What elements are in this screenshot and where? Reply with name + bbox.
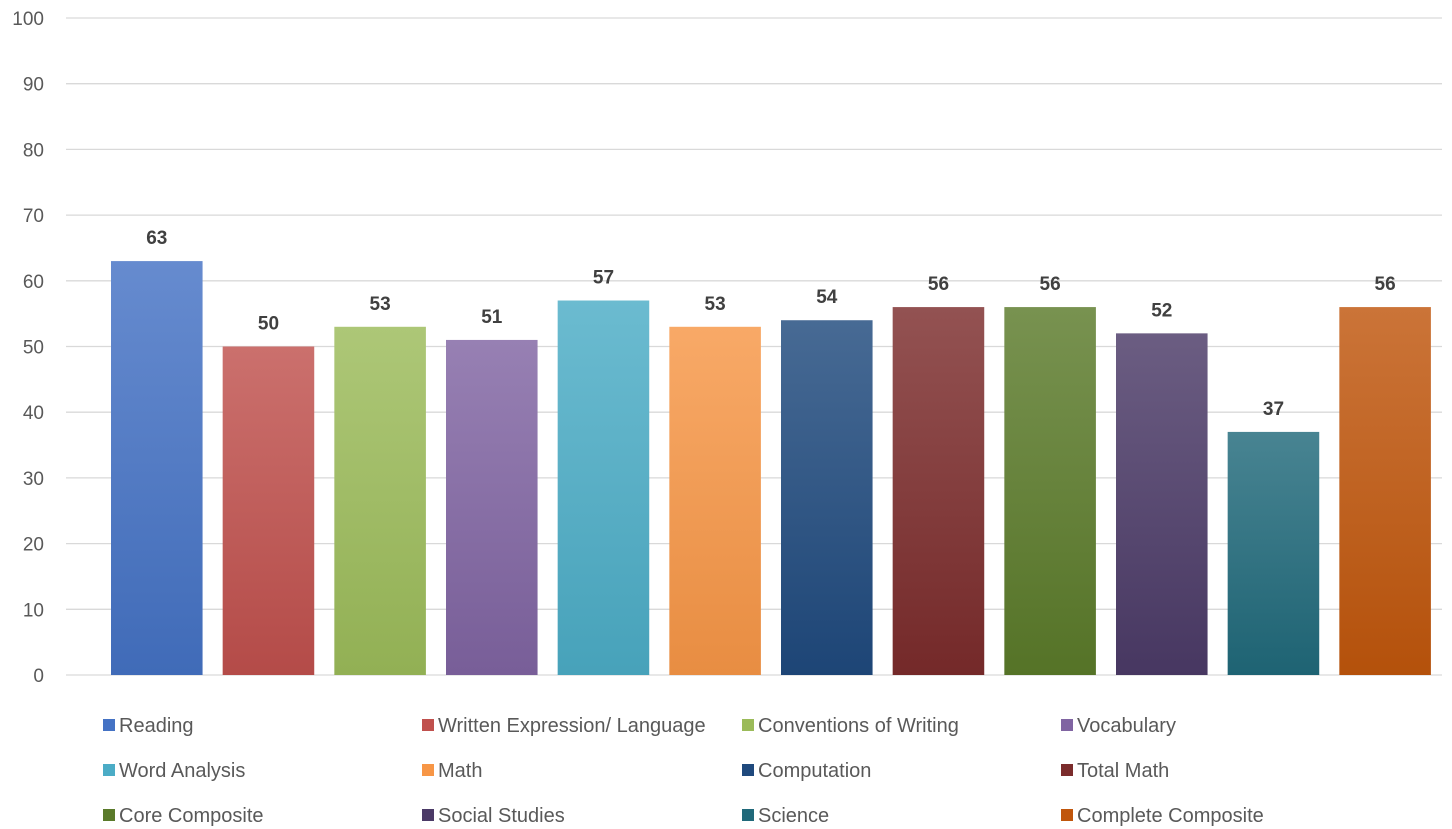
legend-item-vocabulary: Vocabulary xyxy=(1061,715,1176,737)
legend-item-conventions-of-writing: Conventions of Writing xyxy=(742,715,959,737)
data-label: 63 xyxy=(146,228,167,249)
data-label: 52 xyxy=(1151,300,1172,321)
y-tick-label: 0 xyxy=(33,666,44,687)
y-tick-label: 50 xyxy=(23,338,44,359)
legend-swatch xyxy=(422,719,434,731)
bar-social-studies xyxy=(1116,333,1208,675)
data-labels: 63 50 53 51 57 53 54 56 56 52 37 56 xyxy=(146,228,1395,420)
data-label: 56 xyxy=(1040,274,1061,295)
legend-swatch xyxy=(103,764,115,776)
bar-written-expression-language xyxy=(222,346,315,675)
data-label: 50 xyxy=(258,314,279,335)
y-tick-label: 20 xyxy=(23,535,44,556)
bar-total-math xyxy=(892,307,985,675)
legend-label: Vocabulary xyxy=(1077,715,1176,737)
legend-swatch xyxy=(742,809,754,821)
bar-word-analysis xyxy=(557,300,650,675)
y-tick-label: 80 xyxy=(23,140,44,161)
legend-item-complete-composite: Complete Composite xyxy=(1061,805,1264,827)
y-tick-label: 30 xyxy=(23,469,44,490)
legend-swatch xyxy=(422,809,434,821)
legend-label: Social Studies xyxy=(438,805,565,827)
legend-swatch xyxy=(422,764,434,776)
data-label: 54 xyxy=(816,287,838,308)
bar-math xyxy=(669,326,761,675)
bar-conventions-of-writing xyxy=(334,326,426,675)
bar-reading xyxy=(111,261,203,675)
legend-swatch xyxy=(1061,719,1073,731)
legend-item-word-analysis: Word Analysis xyxy=(103,760,245,782)
legend: Reading Written Expression/ Language Conve… xyxy=(103,715,1264,827)
legend-swatch xyxy=(1061,809,1073,821)
y-tick-label: 10 xyxy=(23,600,44,621)
y-tick-label: 70 xyxy=(23,206,44,227)
legend-label: Total Math xyxy=(1077,760,1169,782)
legend-swatch xyxy=(103,719,115,731)
data-label: 53 xyxy=(370,294,391,315)
legend-label: Conventions of Writing xyxy=(758,715,959,737)
bar-vocabulary xyxy=(446,339,538,675)
bar-core-composite xyxy=(1004,307,1096,675)
legend-label: Computation xyxy=(758,760,871,782)
legend-item-core-composite: Core Composite xyxy=(103,805,264,827)
data-label: 37 xyxy=(1263,399,1284,420)
legend-label: Core Composite xyxy=(119,805,264,827)
data-label: 51 xyxy=(481,307,503,328)
legend-item-social-studies: Social Studies xyxy=(422,805,565,827)
data-label: 56 xyxy=(1375,274,1396,295)
data-label: 56 xyxy=(928,274,949,295)
legend-swatch xyxy=(742,764,754,776)
bar-complete-composite xyxy=(1339,307,1431,675)
legend-item-math: Math xyxy=(422,760,482,782)
y-tick-label: 60 xyxy=(23,272,44,293)
legend-item-written-expression-language: Written Expression/ Language xyxy=(422,715,706,737)
y-tick-label: 40 xyxy=(23,403,44,424)
legend-label: Math xyxy=(438,760,482,782)
legend-swatch xyxy=(1061,764,1073,776)
data-label: 53 xyxy=(705,294,726,315)
legend-swatch xyxy=(742,719,754,731)
legend-label: Science xyxy=(758,805,829,827)
legend-item-reading: Reading xyxy=(103,715,194,737)
legend-label: Word Analysis xyxy=(119,760,245,782)
legend-item-computation: Computation xyxy=(742,760,871,782)
y-tick-label: 100 xyxy=(12,9,44,30)
data-label: 57 xyxy=(593,268,614,289)
legend-item-science: Science xyxy=(742,805,829,827)
y-tick-label: 90 xyxy=(23,75,44,96)
y-axis-tick-labels: 0 10 20 30 40 50 60 70 80 90 100 xyxy=(12,9,44,687)
legend-label: Reading xyxy=(119,715,194,737)
legend-swatch xyxy=(103,809,115,821)
legend-item-total-math: Total Math xyxy=(1061,760,1169,782)
legend-label: Complete Composite xyxy=(1077,805,1264,827)
bar-science xyxy=(1227,431,1320,675)
legend-label: Written Expression/ Language xyxy=(438,715,706,737)
bars xyxy=(111,261,1431,675)
bar-computation xyxy=(781,320,873,675)
